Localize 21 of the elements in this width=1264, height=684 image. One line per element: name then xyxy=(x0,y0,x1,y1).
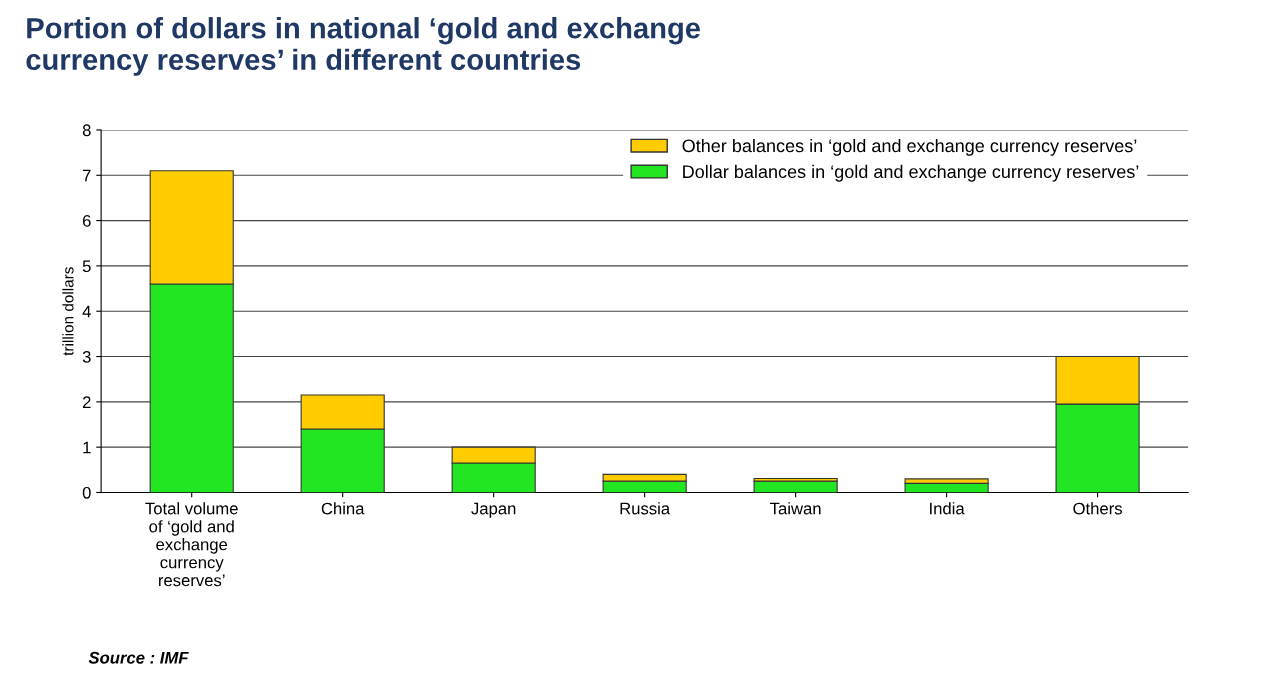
x-tick-label: Russia xyxy=(620,502,671,515)
y-tick-label: 7 xyxy=(82,169,91,182)
y-axis-title: trillion dollars xyxy=(62,267,74,356)
y-tick-label: 1 xyxy=(83,441,91,454)
x-tick-label: India xyxy=(930,502,965,515)
x-tick-label: Others xyxy=(1073,502,1122,515)
x-tick-label: Japan xyxy=(471,502,516,518)
x-tick-label: Total volume of ‘gold and exchange currency reserves’ xyxy=(145,502,238,587)
y-tick-label: 8 xyxy=(82,124,91,137)
x-tick-label: Taiwan xyxy=(770,502,821,515)
y-tick-label: 4 xyxy=(82,305,91,318)
y-tick-label: 0 xyxy=(82,486,91,499)
y-tick-label: 2 xyxy=(82,396,91,408)
x-tick-label: China xyxy=(321,502,365,515)
chart-title: Portion of dollars in national ‘gold and exchange currency reserves’ in different countries xyxy=(26,17,701,76)
y-tick-label: 3 xyxy=(82,350,91,363)
source-note: Source : IMF xyxy=(88,651,189,664)
y-tick-label: 5 xyxy=(82,260,91,273)
legend-label: Other balances in ‘gold and exchange currency reserves’ xyxy=(682,138,1137,156)
y-tick-label: 6 xyxy=(82,214,91,227)
legend-label: Dollar balances in ‘gold and exchange currency reserves’ xyxy=(683,164,1139,182)
